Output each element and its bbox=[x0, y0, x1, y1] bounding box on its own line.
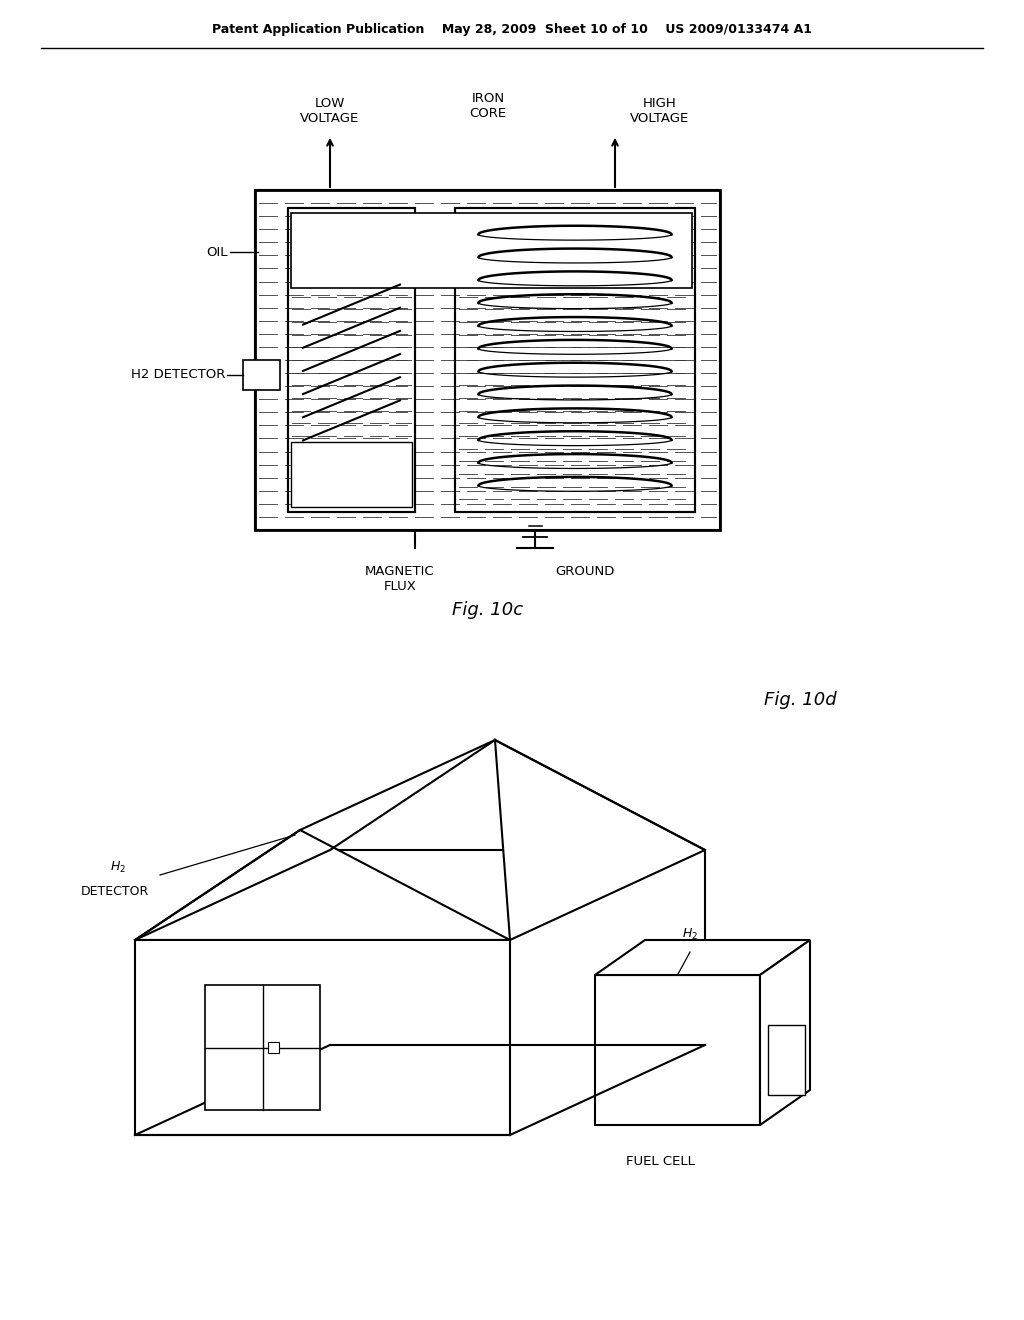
Polygon shape bbox=[760, 940, 810, 1125]
Text: FUEL CELL: FUEL CELL bbox=[626, 1155, 694, 1168]
Polygon shape bbox=[291, 442, 412, 507]
Text: HIGH
VOLTAGE: HIGH VOLTAGE bbox=[631, 96, 689, 125]
Text: Fig. 10c: Fig. 10c bbox=[453, 601, 523, 619]
Polygon shape bbox=[205, 985, 319, 1110]
Polygon shape bbox=[243, 360, 280, 389]
Text: MAGNETIC
FLUX: MAGNETIC FLUX bbox=[366, 565, 435, 593]
Polygon shape bbox=[595, 940, 810, 975]
Polygon shape bbox=[595, 975, 760, 1125]
Polygon shape bbox=[135, 830, 510, 940]
Text: DETECTOR: DETECTOR bbox=[656, 950, 724, 964]
Text: H2 DETECTOR: H2 DETECTOR bbox=[131, 368, 225, 381]
Text: DETECTOR: DETECTOR bbox=[81, 884, 150, 898]
Text: Fig. 10d: Fig. 10d bbox=[764, 690, 837, 709]
Text: OIL: OIL bbox=[207, 246, 228, 259]
Polygon shape bbox=[288, 209, 415, 512]
Text: IRON
CORE: IRON CORE bbox=[469, 92, 507, 120]
Polygon shape bbox=[291, 213, 692, 288]
Text: $H_2$: $H_2$ bbox=[110, 859, 126, 875]
Text: $H_2$: $H_2$ bbox=[682, 927, 698, 942]
Text: GROUND: GROUND bbox=[555, 565, 614, 578]
Text: Patent Application Publication    May 28, 2009  Sheet 10 of 10    US 2009/013347: Patent Application Publication May 28, 2… bbox=[212, 24, 812, 37]
Polygon shape bbox=[455, 209, 695, 512]
Polygon shape bbox=[495, 741, 705, 940]
Polygon shape bbox=[768, 1026, 805, 1096]
Polygon shape bbox=[255, 190, 720, 531]
Text: LOW
VOLTAGE: LOW VOLTAGE bbox=[300, 96, 359, 125]
Polygon shape bbox=[267, 1041, 279, 1053]
Polygon shape bbox=[135, 940, 510, 1135]
